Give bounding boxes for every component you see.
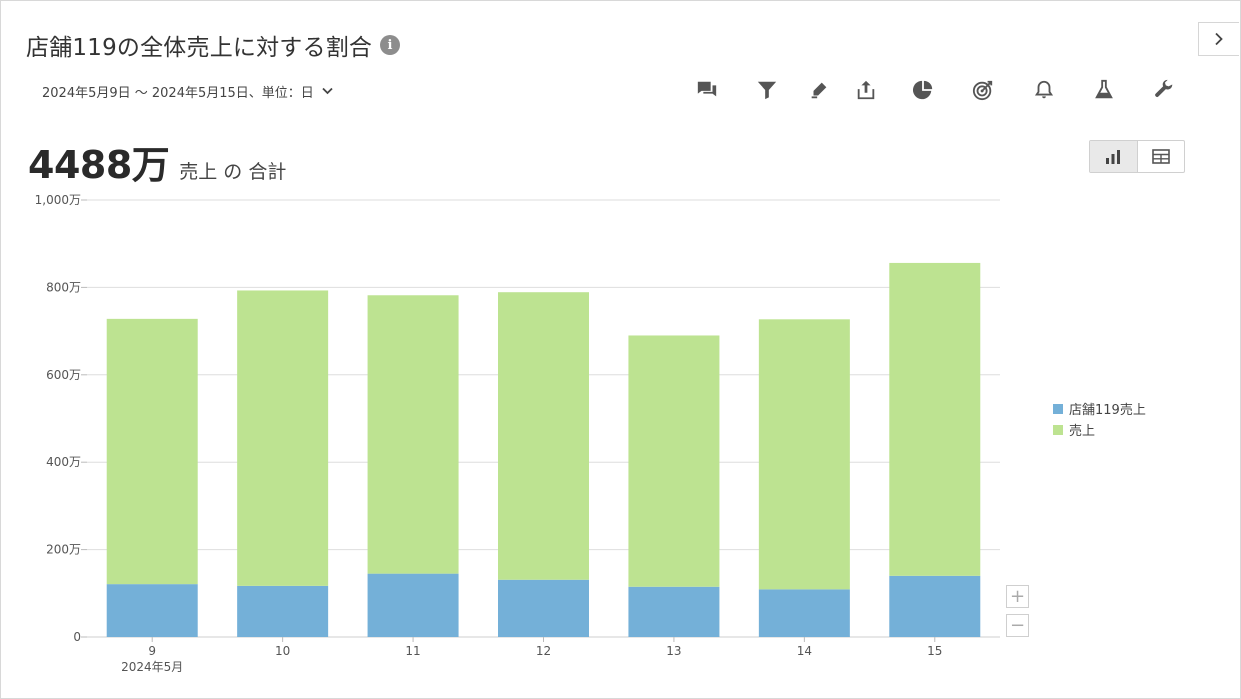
bar-store-sales[interactable]	[758, 589, 850, 637]
legend-item-sales[interactable]: 売上	[1053, 419, 1146, 440]
bar-sales[interactable]	[628, 335, 720, 587]
x-sublabel: 2024年5月	[121, 660, 183, 674]
filter-icon[interactable]	[754, 77, 780, 103]
info-icon[interactable]: i	[380, 35, 401, 55]
share-icon[interactable]	[853, 77, 879, 103]
date-range-selector[interactable]: 2024年5月9日 〜 2024年5月15日、単位：日	[42, 82, 333, 101]
chevron-right-icon	[1215, 32, 1223, 46]
y-tick-label: 800万	[46, 280, 81, 294]
y-tick-label: 0	[73, 630, 81, 644]
expand-panel-button[interactable]	[1198, 22, 1239, 56]
x-tick-label: 12	[536, 644, 551, 658]
bar-store-sales[interactable]	[889, 575, 981, 637]
zoom-in-button[interactable]: +	[1006, 585, 1029, 608]
bar-sales[interactable]	[237, 290, 329, 586]
legend-label: 店舗119売上	[1069, 403, 1146, 418]
y-tick-label: 400万	[46, 455, 81, 469]
bar-sales[interactable]	[758, 319, 850, 590]
y-tick-label: 600万	[46, 368, 81, 382]
x-tick-label: 15	[927, 644, 942, 658]
total-label: 売上 の 合計	[179, 161, 287, 183]
bar-store-sales[interactable]	[106, 584, 198, 637]
total-summary: 4488万 売上 の 合計	[28, 134, 286, 189]
bar-chart-icon	[1106, 149, 1121, 164]
table-icon	[1151, 149, 1170, 164]
x-tick-label: 14	[797, 644, 812, 658]
stacked-bar-chart: 0 200万 400万 600万 800万 1,000万 9 2024年5月 10 11 12 13 1…	[35, 193, 1000, 674]
date-range-text: 2024年5月9日 〜 2024年5月15日、単位：日	[42, 86, 314, 101]
legend-label: 売上	[1069, 424, 1096, 439]
x-tick-label: 9	[148, 644, 156, 658]
bar-chart-view-button[interactable]	[1090, 141, 1138, 172]
pen-icon[interactable]	[806, 77, 832, 103]
y-tick-label: 200万	[46, 543, 81, 557]
bar-sales[interactable]	[889, 262, 981, 576]
bell-icon[interactable]	[1031, 77, 1057, 103]
x-tick-label: 13	[666, 644, 681, 658]
bar-sales[interactable]	[367, 295, 459, 574]
view-toggle	[1089, 140, 1185, 173]
wrench-icon[interactable]	[1151, 77, 1177, 103]
flask-icon[interactable]	[1091, 77, 1117, 103]
bar-sales[interactable]	[498, 292, 589, 580]
legend-swatch	[1053, 403, 1063, 414]
comment-icon[interactable]	[694, 77, 720, 103]
legend-swatch	[1053, 424, 1063, 435]
pie-chart-icon[interactable]	[910, 77, 936, 103]
x-tick-label: 10	[275, 644, 290, 658]
target-icon[interactable]	[970, 77, 996, 103]
chevron-down-icon	[322, 85, 333, 98]
zoom-out-button[interactable]: −	[1006, 614, 1029, 637]
bar-sales[interactable]	[106, 318, 198, 585]
chart-legend: 店舗119売上 売上	[1053, 398, 1146, 440]
table-view-button[interactable]	[1138, 141, 1185, 172]
bar-store-sales[interactable]	[367, 573, 459, 637]
page-title: 店舗119の全体売上に対する割合 i	[26, 28, 401, 62]
total-value: 4488万	[28, 143, 170, 187]
bar-store-sales[interactable]	[237, 585, 329, 637]
legend-item-store-sales[interactable]: 店舗119売上	[1053, 398, 1146, 419]
x-tick-label: 11	[405, 644, 420, 658]
bar-store-sales[interactable]	[628, 586, 720, 637]
y-tick-label: 1,000万	[35, 193, 81, 207]
bar-store-sales[interactable]	[498, 579, 589, 637]
title-text: 店舗119の全体売上に対する割合	[26, 35, 373, 61]
